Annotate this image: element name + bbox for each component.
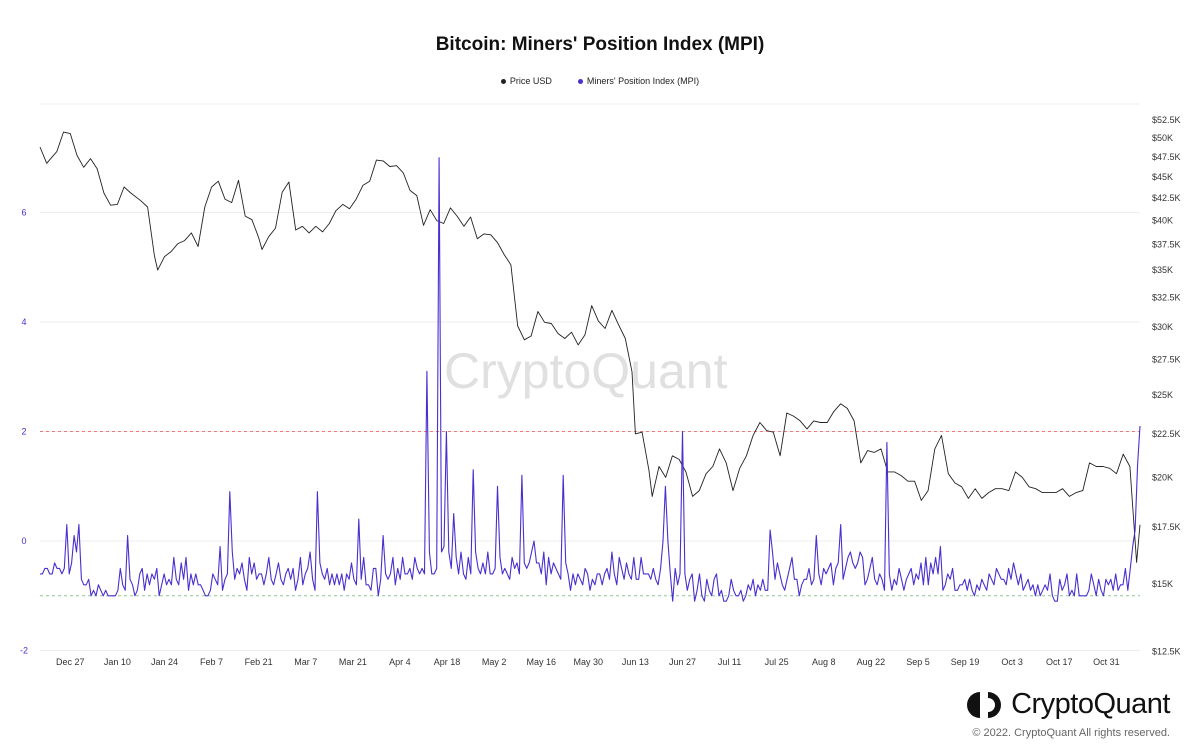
brand-name: CryptoQuant — [1011, 688, 1170, 720]
x-axis-tick-label: Sep 19 — [951, 657, 980, 667]
left-axis-tick-label: 2 — [21, 427, 26, 437]
right-axis-tick-label: $50K — [1152, 133, 1173, 143]
right-axis-tick-label: $47.5K — [1152, 152, 1181, 162]
x-axis-tick-label: Oct 3 — [1001, 657, 1023, 667]
x-axis-tick-label: Jul 25 — [765, 657, 789, 667]
x-axis-tick-label: Apr 4 — [389, 657, 411, 667]
x-axis-tick-label: Apr 18 — [434, 657, 461, 667]
x-axis-tick-label: Feb 21 — [245, 657, 273, 667]
right-axis-tick-label: $32.5K — [1152, 293, 1181, 303]
legend-label-price: Price USD — [509, 76, 552, 86]
left-axis-tick-label: 0 — [21, 536, 26, 546]
x-axis-tick-label: Aug 22 — [857, 657, 886, 667]
right-axis-tick-label: $12.5K — [1152, 647, 1181, 657]
right-axis-tick-label: $17.5K — [1152, 522, 1181, 532]
x-axis-tick-label: May 2 — [482, 657, 507, 667]
watermark: CryptoQuant — [444, 343, 728, 399]
x-axis-tick-label: Feb 7 — [200, 657, 223, 667]
right-axis-tick-label: $37.5K — [1152, 240, 1181, 250]
chart-plot-area: 6 4 2 0 -2 $52.5K $50K $47.5K $45K $42.5K $40K $37.… — [20, 103, 1181, 667]
chart-legend: Price USD Miners' Position Index (MPI) — [0, 76, 1200, 86]
x-axis-tick-label: Jun 27 — [669, 657, 696, 667]
price-series-line — [39, 131, 1141, 563]
mpi-series-line — [40, 157, 1141, 602]
right-axis-tick-label: $15K — [1152, 579, 1173, 589]
right-axis-tick-label: $42.5K — [1152, 193, 1181, 203]
legend-item-mpi[interactable]: Miners' Position Index (MPI) — [577, 76, 700, 86]
right-axis-tick-label: $35K — [1152, 265, 1173, 275]
x-axis-tick-label: Mar 7 — [294, 657, 317, 667]
x-axis-tick-label: Jan 10 — [104, 657, 131, 667]
copyright-text: © 2022. CryptoQuant All rights reserved. — [972, 727, 1170, 739]
left-axis-tick-label: 4 — [21, 317, 26, 327]
right-axis-tick-label: $27.5K — [1152, 354, 1181, 364]
x-axis-tick-label: Oct 17 — [1046, 657, 1073, 667]
x-axis-tick-label: Sep 5 — [906, 657, 930, 667]
x-axis-tick-label: Mar 21 — [339, 657, 367, 667]
right-axis-tick-label: $45K — [1152, 172, 1173, 182]
right-axis-tick-label: $40K — [1152, 216, 1173, 226]
legend-dot-mpi — [577, 78, 583, 84]
x-axis-tick-label: Aug 8 — [812, 657, 836, 667]
chart-title: Bitcoin: Miners' Position Index (MPI) — [435, 34, 765, 55]
x-axis-tick-label: Oct 31 — [1093, 657, 1120, 667]
x-axis-tick-label: Dec 27 — [56, 657, 85, 667]
legend-dot-price — [500, 78, 506, 84]
left-axis-tick-label: -2 — [20, 646, 28, 656]
legend-item-price[interactable]: Price USD — [500, 76, 552, 86]
left-axis-tick-label: 6 — [21, 208, 26, 218]
cryptoquant-logo-icon — [967, 691, 1002, 718]
x-axis-tick-label: Jan 24 — [151, 657, 178, 667]
brand-logo-block: CryptoQuant — [965, 688, 1170, 721]
right-axis-tick-label: $25K — [1152, 390, 1173, 400]
x-axis-tick-label: Jul 11 — [718, 657, 741, 667]
legend-label-mpi: Miners' Position Index (MPI) — [586, 76, 700, 86]
right-axis-tick-label: $22.5K — [1152, 429, 1181, 439]
right-axis-tick-label: $30K — [1152, 322, 1173, 332]
x-axis-tick-label: Jun 13 — [622, 657, 649, 667]
right-axis-tick-label: $52.5K — [1152, 115, 1181, 125]
x-axis-tick-label: May 16 — [526, 657, 556, 667]
x-axis-tick-label: May 30 — [574, 657, 604, 667]
right-axis-tick-label: $20K — [1152, 472, 1173, 482]
